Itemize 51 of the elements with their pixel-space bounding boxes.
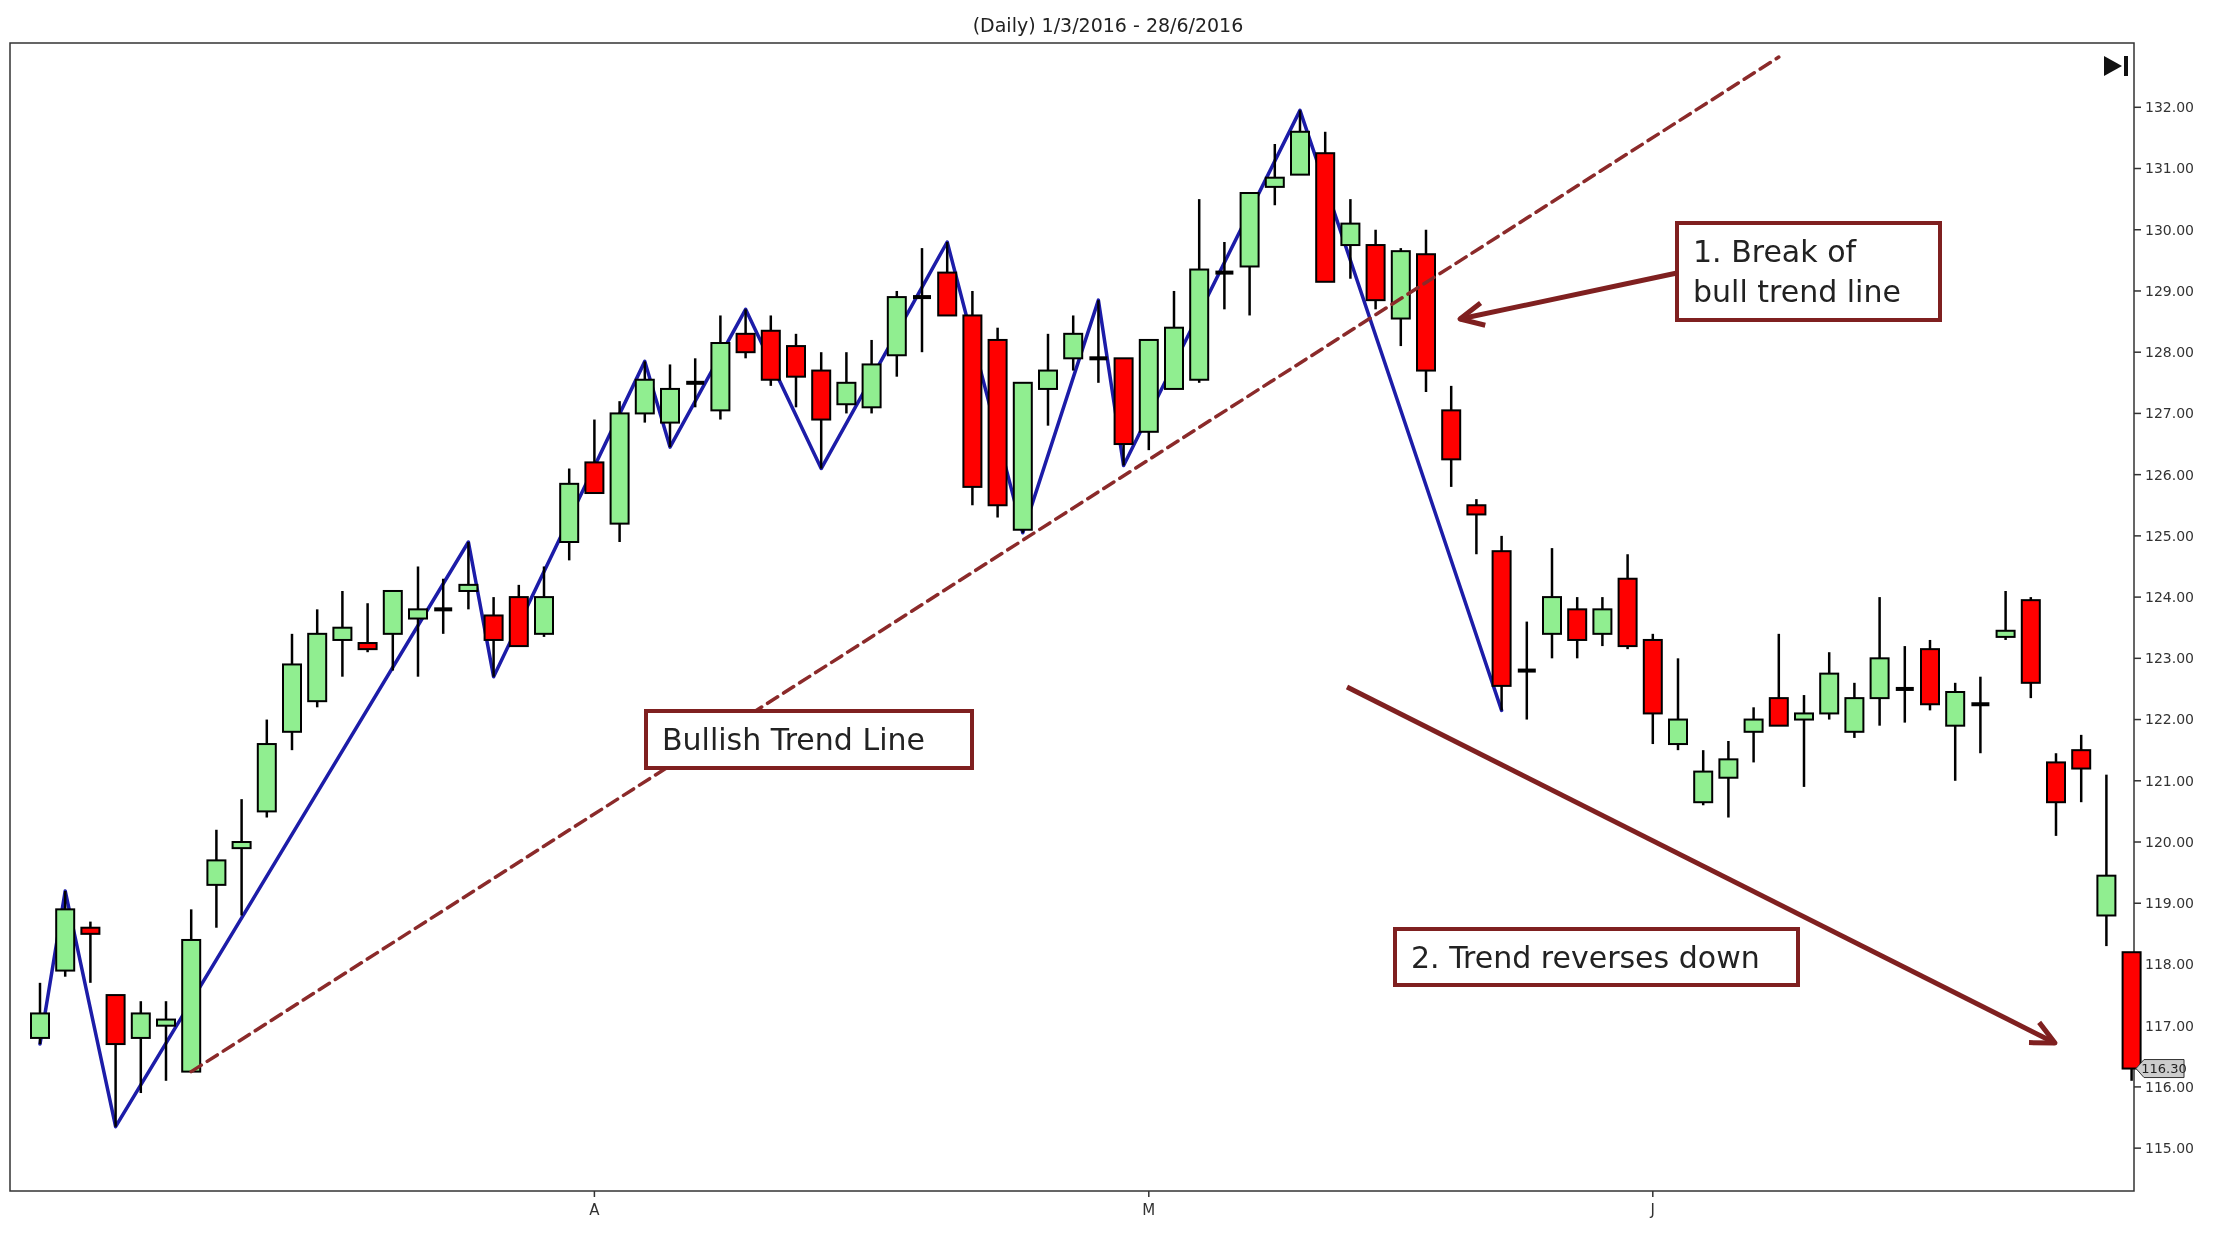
y-tick-label: 131.00 bbox=[2145, 160, 2194, 177]
candlestick bbox=[332, 589, 353, 678]
text: 116.30 bbox=[2141, 1061, 2187, 1077]
candlestick bbox=[408, 565, 428, 678]
candlestick bbox=[156, 999, 176, 1083]
y-tick-label: 128.00 bbox=[2145, 344, 2194, 361]
y-tick-label: 118.00 bbox=[2145, 956, 2194, 973]
y-tick-label: 124.00 bbox=[2145, 589, 2194, 605]
candlestick bbox=[458, 540, 479, 611]
candlestick bbox=[1743, 706, 1764, 764]
annotation: Bullish Trend Line bbox=[662, 722, 925, 757]
y-tick-label: 130.00 bbox=[2145, 221, 2194, 238]
candlestick bbox=[1340, 197, 1361, 280]
candlestick bbox=[1718, 739, 1739, 819]
y-tick-label: 122.00 bbox=[2145, 711, 2194, 728]
x-tick-label: J bbox=[1649, 1201, 1656, 1219]
y-tick-label: 119.00 bbox=[2145, 895, 2194, 912]
y-tick-label: 121.00 bbox=[2145, 772, 2194, 789]
y-tick-label: 132.00 bbox=[2145, 99, 2194, 116]
y-tick-label: 126.00 bbox=[2145, 466, 2194, 483]
candlestick bbox=[231, 797, 252, 917]
candlestick bbox=[357, 601, 378, 654]
candlestick bbox=[836, 350, 857, 415]
candlestick bbox=[1794, 693, 1814, 789]
candlestick bbox=[434, 577, 453, 636]
candlestick bbox=[1995, 589, 2016, 642]
y-tick-label: 125.00 bbox=[2145, 527, 2194, 544]
y-tick-label: 116.00 bbox=[2145, 1078, 2194, 1095]
annotation: 1. Break of bull trend line bbox=[1693, 234, 1901, 309]
candlestick bbox=[1895, 644, 1914, 724]
candlestick bbox=[2071, 733, 2092, 804]
candlestick bbox=[1089, 298, 1108, 385]
candlestick bbox=[1466, 497, 1487, 556]
candlestick bbox=[735, 308, 756, 360]
candlestick bbox=[1038, 332, 1058, 427]
chart-title: (Daily) 1/3/2016 - 28/6/2016 bbox=[972, 14, 1244, 36]
y-tick-label: 117.00 bbox=[2145, 1017, 2194, 1034]
y-tick-label: 115.00 bbox=[2145, 1140, 2194, 1157]
candlestick bbox=[1264, 142, 1285, 207]
candlestick bbox=[80, 920, 101, 985]
annotation: 2. Trend reverses down bbox=[1411, 939, 1760, 975]
y-tick-label: 127.00 bbox=[2145, 405, 2194, 422]
y-tick-label: 129.00 bbox=[2145, 282, 2194, 299]
candlestick bbox=[686, 357, 705, 409]
candlestick bbox=[1215, 240, 1234, 311]
x-tick-label: A bbox=[589, 1201, 601, 1219]
x-tick-label: M bbox=[1142, 1201, 1156, 1219]
candlestick bbox=[1971, 675, 1990, 755]
candlestick bbox=[1517, 620, 1536, 721]
y-tick-label: 120.00 bbox=[2145, 833, 2194, 850]
y-tick-label: 123.00 bbox=[2145, 650, 2194, 667]
